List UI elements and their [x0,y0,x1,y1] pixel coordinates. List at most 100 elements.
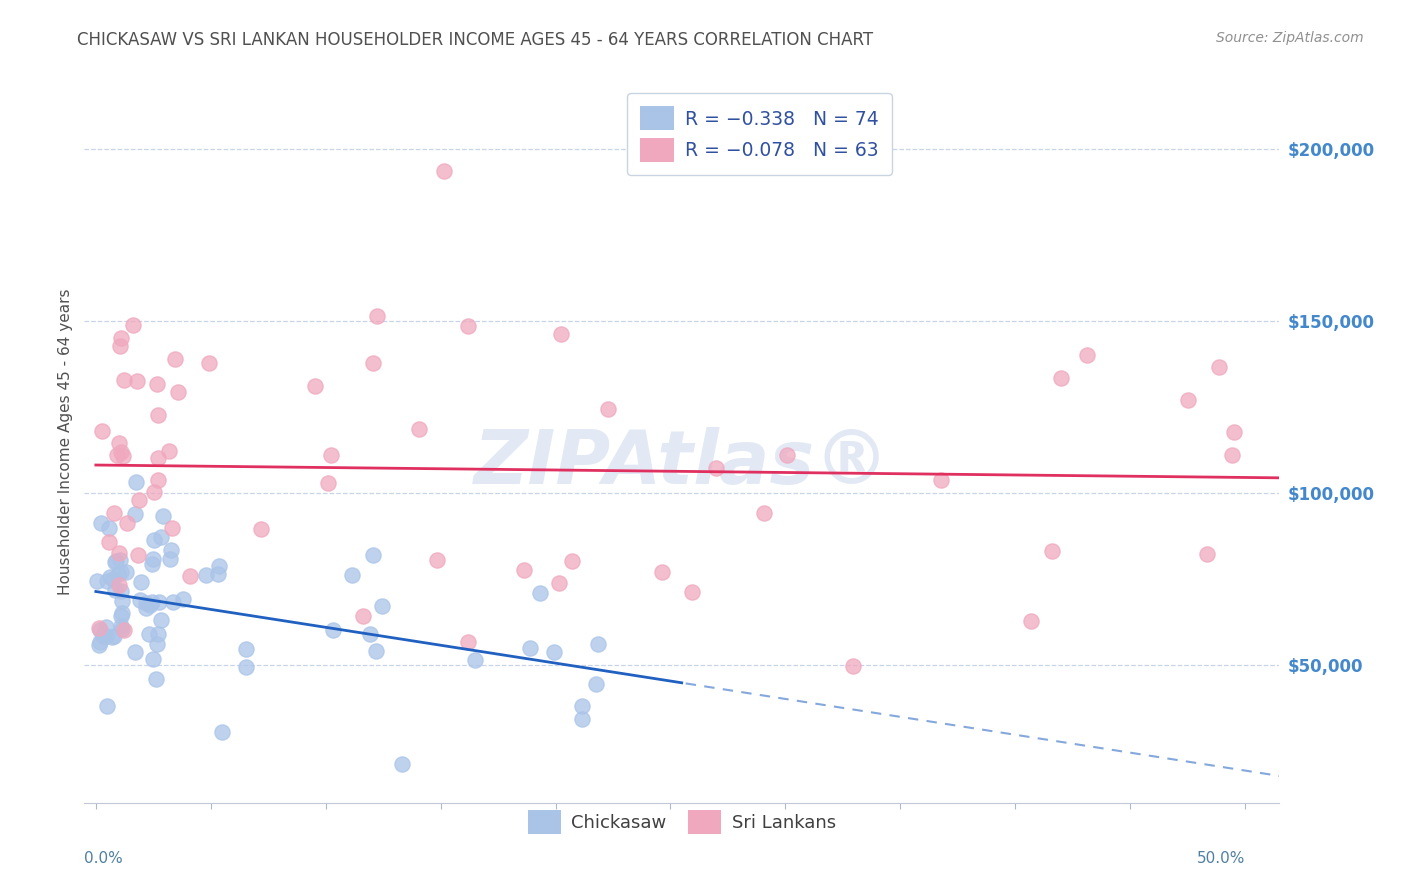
Point [318,476,340,491]
Point [104,554,127,568]
Text: CHICKASAW VS SRI LANKAN HOUSEHOLDER INCOME AGES 45 - 64 YEARS CORRELATION CHART: CHICKASAW VS SRI LANKAN HOUSEHOLDER INCO… [77,31,873,49]
Point [366,310,388,324]
Point [142,484,165,499]
Point [159,543,181,558]
Point [107,546,129,560]
Point [96,574,118,588]
Point [1040,544,1063,558]
Point [929,473,952,487]
Point [681,585,703,599]
Point [89,624,111,638]
Point [426,553,449,567]
Point [98,534,121,549]
Point [110,331,132,345]
Point [110,619,132,633]
Point [110,565,132,579]
Text: 50.0%: 50.0% [1197,851,1244,866]
Point [87,622,110,636]
Point [304,378,326,392]
Point [135,596,157,610]
Point [391,757,413,772]
Point [145,377,167,392]
Point [124,645,146,659]
Point [519,640,541,655]
Point [752,506,775,520]
Point [408,422,430,436]
Point [159,552,181,566]
Point [148,595,170,609]
Point [108,553,131,567]
Point [704,460,727,475]
Point [1220,448,1243,462]
Point [124,507,146,521]
Point [125,374,148,388]
Point [111,607,134,621]
Text: 0.0%: 0.0% [84,851,124,866]
Point [146,637,169,651]
Point [211,725,233,739]
Point [148,474,170,488]
Point [433,164,456,178]
Point [1050,370,1073,384]
Point [194,568,217,582]
Point [125,475,148,489]
Y-axis label: Householder Income Ages 45 - 64 years: Householder Income Ages 45 - 64 years [58,288,73,595]
Point [110,339,132,353]
Point [103,506,125,520]
Point [464,653,486,667]
Point [235,660,257,674]
Point [141,558,163,572]
Point [138,626,160,640]
Point [361,548,384,562]
Point [89,635,111,649]
Point [94,629,117,643]
Point [128,493,150,508]
Point [110,584,132,599]
Point [138,598,160,612]
Point [105,448,128,462]
Point [163,352,186,367]
Point [86,574,108,588]
Point [550,327,572,342]
Legend: Chickasaw, Sri Lankans: Chickasaw, Sri Lankans [520,803,844,841]
Point [366,644,388,658]
Text: Source: ZipAtlas.com: Source: ZipAtlas.com [1216,31,1364,45]
Text: ZIPAtlas®: ZIPAtlas® [474,426,890,500]
Point [157,443,180,458]
Point [107,567,129,582]
Point [1195,547,1218,561]
Point [142,552,165,566]
Point [208,559,231,574]
Point [107,436,129,450]
Point [571,712,593,726]
Point [141,595,163,609]
Point [143,533,166,548]
Point [103,572,125,586]
Point [776,448,799,462]
Point [90,516,112,530]
Point [100,630,122,644]
Point [370,599,392,614]
Point [207,567,229,582]
Point [111,449,134,463]
Point [322,623,344,637]
Point [543,645,565,659]
Point [96,698,118,713]
Point [104,583,127,598]
Point [87,638,110,652]
Point [586,637,609,651]
Point [585,677,607,691]
Point [121,318,143,332]
Point [842,658,865,673]
Point [235,641,257,656]
Point [571,698,593,713]
Point [1208,359,1230,374]
Point [112,373,135,387]
Point [548,575,571,590]
Point [146,408,169,422]
Point [342,568,364,582]
Point [110,445,132,459]
Point [457,318,479,333]
Point [141,652,163,666]
Point [110,609,132,624]
